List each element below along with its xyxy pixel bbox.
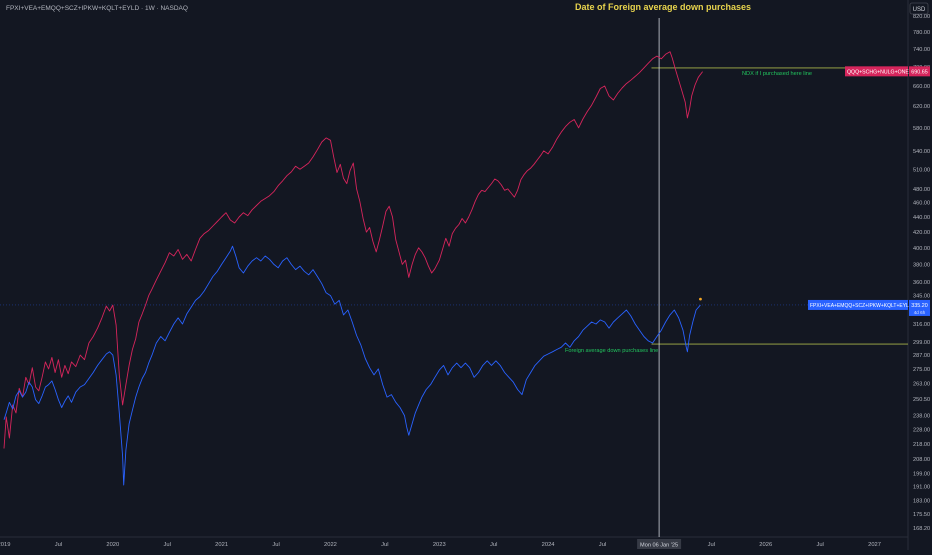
price-axis[interactable]: 820.00780.00740.00700.00660.00620.00580.… <box>913 14 930 532</box>
y-tick-label: 440.00 <box>913 215 930 221</box>
x-tick-label: Jul <box>816 542 823 548</box>
y-tick-label: 183.00 <box>913 499 930 505</box>
x-tick-label: Jul <box>164 542 171 548</box>
y-tick-label: 620.00 <box>913 104 930 110</box>
y-tick-label: 199.00 <box>913 471 930 477</box>
y-tick-label: 238.00 <box>913 414 930 420</box>
series-name-label: FPXI+VEA+EMQQ+SCZ+IPKW+KQLT+EYLD <box>810 303 913 309</box>
vertical-line: Mon 06 Jan '25 <box>637 18 682 549</box>
y-tick-label: 360.00 <box>913 280 930 286</box>
y-tick-label: 345.00 <box>913 294 930 300</box>
y-tick-label: 660.00 <box>913 84 930 90</box>
y-tick-label: 510.00 <box>913 167 930 173</box>
x-tick-label: Jul <box>55 542 62 548</box>
x-tick-label: 2022 <box>324 542 337 548</box>
x-tick-label: 2021 <box>215 542 228 548</box>
last-value-countdown: 4d 6h <box>914 310 926 315</box>
last-value-label: 335.20 <box>911 303 928 309</box>
x-tick-label: 2024 <box>542 542 556 548</box>
date-marker-label-box <box>637 539 682 549</box>
x-tick-label: Jul <box>490 542 497 548</box>
series-line <box>3 51 703 449</box>
series-line <box>3 245 701 486</box>
x-tick-label: 2026 <box>759 542 772 548</box>
series-end-marker <box>699 297 702 301</box>
currency-button-label[interactable]: USD <box>913 7 926 13</box>
y-tick-label: 299.00 <box>913 340 930 346</box>
currency-button[interactable]: USD <box>909 2 929 15</box>
y-tick-label: 168.20 <box>913 526 930 532</box>
y-tick-label: 218.00 <box>913 442 930 448</box>
series-name-label-box <box>845 66 908 77</box>
x-tick-label: 2020 <box>106 542 119 548</box>
currency-button-frame[interactable] <box>909 2 929 15</box>
y-tick-label: 460.00 <box>913 201 930 207</box>
y-tick-label: 480.00 <box>913 187 930 193</box>
y-tick-label: 580.00 <box>913 126 930 132</box>
horizontal-lines: NDX if I purchased here line Foreign aver… <box>0 67 908 354</box>
x-tick-label: 2023 <box>433 542 446 548</box>
chart-title: Date of Foreign average down purchases <box>575 2 751 12</box>
y-tick-label: 208.00 <box>913 457 930 463</box>
y-tick-label: 287.00 <box>913 353 930 359</box>
date-marker-label: Mon 06 Jan '25 <box>640 543 678 549</box>
y-tick-label: 400.00 <box>913 246 930 252</box>
y-tick-label: 175.50 <box>913 512 930 518</box>
y-tick-label: 191.00 <box>913 485 930 491</box>
y-tick-label: 540.00 <box>913 149 930 155</box>
y-tick-label: 380.00 <box>913 262 930 268</box>
x-tick-label: 2019 <box>0 542 10 548</box>
x-tick-label: Jul <box>272 542 279 548</box>
x-tick-label: Jul <box>599 542 606 548</box>
y-tick-label: 740.00 <box>913 47 930 53</box>
last-value-box <box>909 299 930 316</box>
series-layer <box>3 51 703 486</box>
y-tick-label: 275.00 <box>913 367 930 373</box>
x-tick-label: Jul <box>708 542 715 548</box>
horizontal-line-label: Foreign average down purchases line <box>565 348 658 354</box>
x-tick-label: Jul <box>381 542 388 548</box>
horizontal-line-label: NDX if I purchased here line <box>742 71 812 77</box>
y-tick-label: 250.50 <box>913 397 930 403</box>
y-tick-label: 316.00 <box>913 322 930 328</box>
y-tick-label: 228.00 <box>913 427 930 433</box>
series-name-label: QQQ+SCHG+NULG+ONEQ <box>847 69 913 75</box>
y-tick-label: 780.00 <box>913 30 930 36</box>
y-tick-label: 820.00 <box>913 14 930 20</box>
series-name-label-box <box>808 299 908 310</box>
y-tick-label: 263.00 <box>913 381 930 387</box>
symbol-title: FPXI+VEA+EMQQ+SCZ+IPKW+KQLT+EYLD · 1W · … <box>6 5 188 12</box>
x-tick-label: 2027 <box>868 542 881 548</box>
last-value-label: 690.65 <box>911 69 928 75</box>
y-tick-label: 420.00 <box>913 230 930 236</box>
last-value-box <box>909 66 930 77</box>
